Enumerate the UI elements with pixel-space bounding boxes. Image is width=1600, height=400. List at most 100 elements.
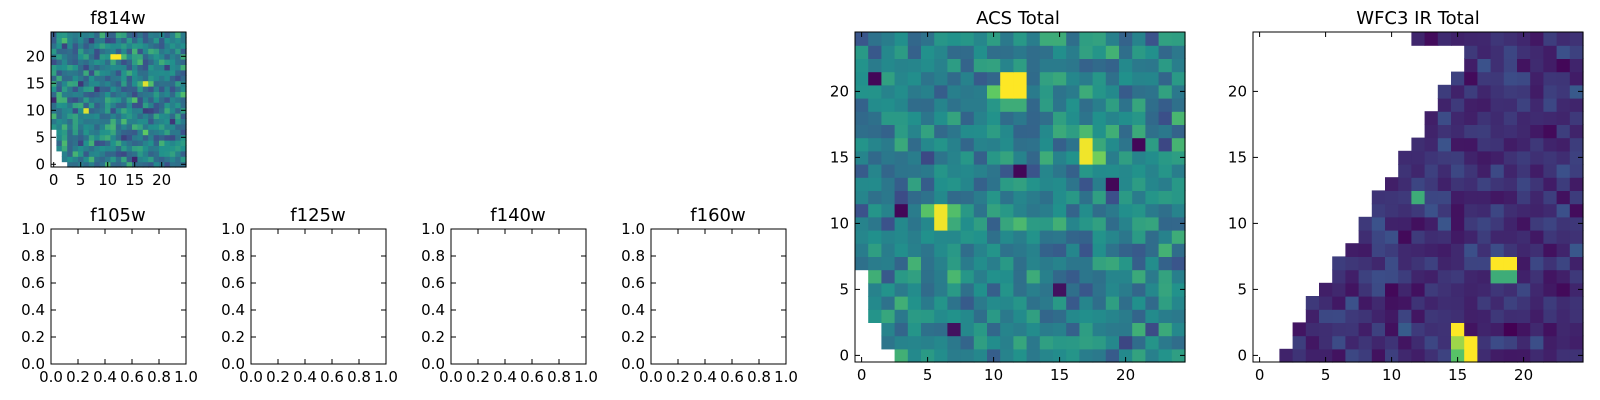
heatmap-cell [1066,243,1080,257]
heatmap-cell [947,32,962,46]
heatmap-cell [56,80,63,87]
heatmap-cell [973,71,988,86]
heatmap-cell [907,296,922,310]
heatmap-cell [1039,58,1054,73]
heatmap-cell [921,230,935,244]
heatmap-cell [1158,137,1173,152]
heatmap-cell [907,124,922,139]
heatmap-cell [1053,45,1067,59]
heatmap-cell [1079,58,1094,73]
heatmap-cell [1556,45,1571,59]
heatmap-cell [1411,32,1426,46]
heatmap-cell [1171,269,1186,284]
heatmap-cell [1026,256,1041,271]
heatmap-cell [121,107,128,114]
heatmap-cell [180,140,187,146]
y-tick-label: 20 [26,47,45,65]
heatmap-cell [1132,58,1146,73]
y-tick-label: 0 [35,155,45,173]
heatmap-cell [1371,256,1386,271]
heatmap-cell [1477,164,1492,178]
heatmap-cell [1066,98,1080,112]
heatmap-cell [1292,348,1307,363]
heatmap-cell [960,216,975,231]
heatmap-cell [973,230,988,244]
heatmap-cell [1371,190,1386,205]
heatmap-cell [126,102,133,109]
panel-f125w: f125w 0.0 0.2 0.4 0.6 0.8 1.00.00.20.40.60.81… [221,205,398,386]
heatmap-cell [1569,348,1584,363]
heatmap-cell [1556,216,1571,231]
heatmap-cell [132,123,138,130]
y-tick-label: 0.0 [421,355,445,373]
heatmap-cell [153,53,160,60]
heatmap-cell [88,86,95,92]
heatmap-cell [1053,282,1067,297]
heatmap-cell [1477,243,1492,257]
heatmap-cell [1490,111,1505,125]
heatmap-cell [1530,203,1544,218]
heatmap-cell [1092,256,1107,271]
heatmap-cell [72,59,79,65]
heatmap-cell [1437,32,1452,46]
heatmap-cell [1451,309,1465,323]
heatmap-cell [1569,45,1584,59]
heatmap-cell [1411,203,1426,218]
heatmap-cell [1039,32,1054,46]
heatmap-cell [1119,230,1133,244]
heatmap-cell [1530,58,1544,73]
heatmap-cell [1477,335,1492,350]
heatmap-cell [159,129,165,136]
heatmap-cell [1105,164,1120,178]
heatmap-cell [142,129,149,136]
heatmap-cell [56,64,63,71]
heatmap-cell [1105,322,1120,337]
heatmap-cell [110,129,117,136]
heatmap-cell [855,256,869,271]
heatmap-cell [1477,322,1492,337]
x-tick-label: 0.0 [39,368,63,386]
heatmap-cell [987,282,1001,297]
heatmap-cell [1171,58,1186,73]
heatmap-cell [51,96,57,103]
heatmap-cell [1424,322,1439,337]
heatmap-cell [1158,58,1173,73]
heatmap-cell [142,53,149,60]
heatmap-cell [1543,296,1558,310]
heatmap-cell [1105,203,1120,218]
heatmap-cell [1132,282,1146,297]
heatmap-cell [153,145,160,152]
heatmap-cell [1569,203,1584,218]
heatmap-cell [1477,216,1492,231]
heatmap-cell [1066,309,1080,323]
heatmap-cell [1013,282,1028,297]
heatmap-cell [1358,348,1373,363]
heatmap-cell [1411,269,1426,284]
x-tick-label: 0.0 [439,368,463,386]
heatmap-cell [1132,230,1146,244]
heatmap-cell [1451,348,1465,363]
heatmap-cell [137,161,144,168]
heatmap-cell [907,269,922,284]
heatmap-cell [1171,216,1186,231]
heatmap-cell [105,42,111,49]
heatmap-cell [1092,322,1107,337]
heatmap-cell [153,113,160,119]
heatmap-cell [148,150,155,157]
heatmap-cell [121,123,128,130]
heatmap-cell [159,80,165,87]
heatmap-cell [72,75,79,82]
heatmap-cell [132,134,138,141]
heatmap-cell [1543,203,1558,218]
heatmap-cell [105,96,111,103]
y-tick-label: 0.6 [221,274,245,292]
x-tick-label: 0.6 [720,368,744,386]
heatmap-cell [947,111,962,125]
heatmap-cell [99,42,106,49]
heatmap-cell [947,216,962,231]
heatmap-cell [1079,296,1094,310]
y-tick-label: 1.0 [421,220,445,238]
heatmap-cell [159,69,165,76]
heatmap-cell [1105,190,1120,205]
